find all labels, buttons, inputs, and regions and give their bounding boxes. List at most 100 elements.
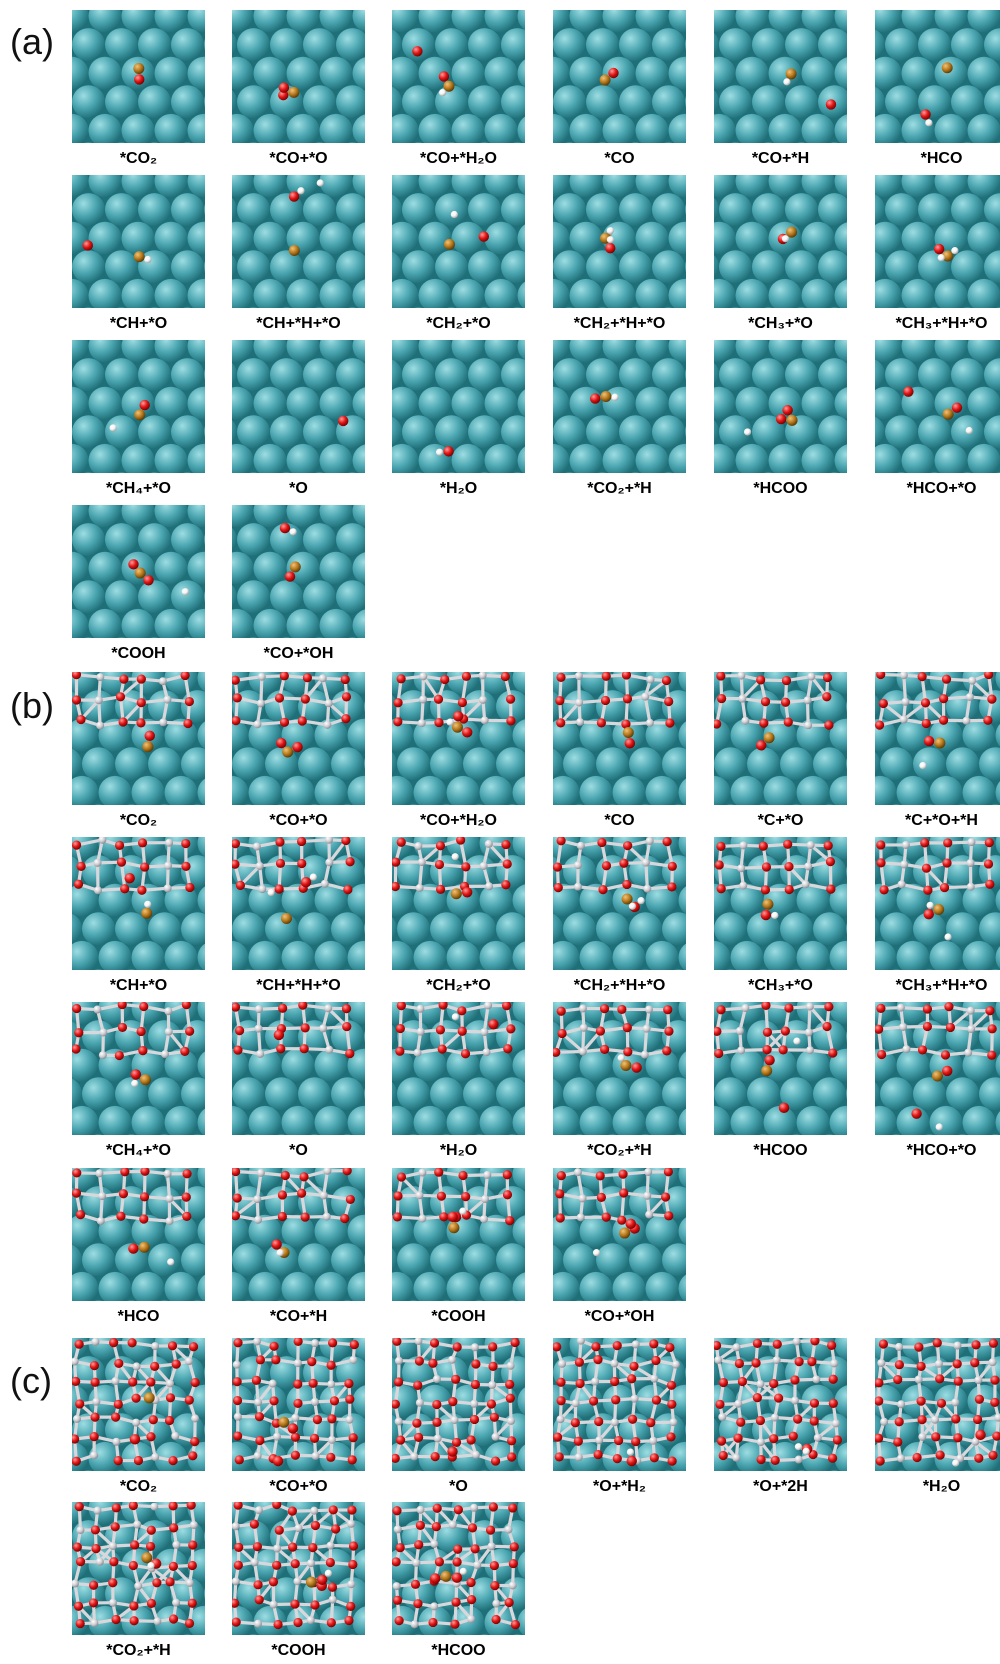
configuration-caption: *CH+*H+*O bbox=[256, 977, 341, 994]
configuration-caption: *CO₂+*H bbox=[587, 480, 652, 497]
configuration-image bbox=[392, 1168, 525, 1301]
configuration-image bbox=[72, 340, 205, 473]
configuration-image bbox=[232, 10, 365, 143]
configuration-caption: *HCOO bbox=[431, 1642, 486, 1659]
configuration-caption: *CO₂+*H bbox=[106, 1642, 171, 1659]
configuration-image bbox=[875, 10, 1000, 143]
adsorbate-molecules bbox=[128, 559, 189, 596]
configuration-caption: *HCO bbox=[117, 1308, 160, 1325]
configuration-image bbox=[714, 1002, 847, 1135]
configuration-caption: *O bbox=[449, 1478, 468, 1495]
configuration-caption: *CO+*H₂O bbox=[420, 150, 497, 167]
configuration-image bbox=[72, 1502, 205, 1635]
configuration-caption: *CO+*OH bbox=[584, 1308, 655, 1325]
adsorbate-molecules bbox=[271, 1239, 290, 1259]
metal-surface bbox=[232, 837, 365, 970]
metal-surface bbox=[553, 837, 686, 970]
configuration-caption: *CH+*O bbox=[109, 315, 168, 332]
configuration-image bbox=[392, 10, 525, 143]
adsorbate-molecules bbox=[447, 1446, 458, 1457]
adsorbate-molecules bbox=[923, 901, 952, 941]
configuration-image bbox=[232, 672, 365, 805]
configuration-image bbox=[553, 672, 686, 805]
metal-surface bbox=[72, 837, 205, 970]
configuration-image bbox=[72, 175, 205, 308]
configuration-caption: *CH₂+*H+*O bbox=[573, 977, 666, 994]
configuration-caption: *CO+*O bbox=[269, 1478, 328, 1495]
metal-surface bbox=[72, 1002, 205, 1135]
configuration-image bbox=[553, 175, 686, 308]
configuration-caption: *HCOO bbox=[753, 480, 808, 497]
configuration-caption: *COOH bbox=[271, 1642, 326, 1659]
configuration-caption: *CO₂ bbox=[119, 1478, 158, 1495]
configuration-caption: *CH₃+*H+*O bbox=[895, 315, 988, 332]
metal-surface bbox=[232, 340, 365, 473]
metal-surface bbox=[553, 672, 686, 805]
oxide-support bbox=[555, 672, 675, 729]
adsorbate-molecules bbox=[443, 210, 490, 250]
oxide-support bbox=[392, 1338, 520, 1466]
adsorbate-molecules bbox=[133, 62, 145, 85]
adsorbate-molecules bbox=[783, 68, 837, 110]
adsorbate-molecules bbox=[761, 1037, 801, 1114]
configuration-caption: *H₂O bbox=[439, 480, 478, 497]
configuration-image bbox=[553, 340, 686, 473]
configuration-caption: *O+*H₂ bbox=[593, 1478, 646, 1495]
oxide-support bbox=[555, 1168, 674, 1225]
configuration-caption: *HCO+*O bbox=[906, 1142, 977, 1159]
metal-surface bbox=[553, 340, 686, 473]
configuration-caption: *CO bbox=[604, 150, 635, 167]
configuration-caption: *CH₄+*O bbox=[106, 1142, 171, 1159]
adsorbate-molecules bbox=[755, 732, 775, 751]
configuration-image bbox=[392, 175, 525, 308]
configuration-image bbox=[875, 1338, 1000, 1471]
panel-label: (b) bbox=[10, 685, 54, 726]
configuration-caption: *COOH bbox=[431, 1308, 486, 1325]
oxide-support bbox=[876, 838, 995, 895]
metal-surface bbox=[875, 10, 1000, 143]
metal-surface bbox=[392, 10, 525, 143]
adsorbate-molecules bbox=[626, 1448, 637, 1467]
adsorbate-molecules bbox=[272, 1416, 299, 1467]
panel-label: (a) bbox=[10, 21, 54, 62]
adsorbate-molecules bbox=[109, 399, 150, 432]
adsorbate-molecules bbox=[760, 898, 779, 921]
adsorbate-molecules bbox=[278, 82, 300, 101]
metal-surface bbox=[72, 1168, 205, 1301]
configuration-caption: *O bbox=[289, 480, 308, 497]
metal-surface bbox=[72, 340, 205, 473]
metal-surface bbox=[875, 1002, 1000, 1135]
configuration-caption: *CH₃+*H+*O bbox=[895, 977, 988, 994]
configuration-image bbox=[392, 837, 525, 970]
adsorbate-molecules bbox=[279, 522, 301, 582]
configuration-image bbox=[714, 340, 847, 473]
metal-surface bbox=[714, 175, 847, 308]
configuration-image bbox=[714, 672, 847, 805]
configuration-caption: *CH₂+*O bbox=[426, 977, 491, 994]
configuration-image bbox=[553, 837, 686, 970]
configuration-image bbox=[392, 672, 525, 805]
oxide-support bbox=[392, 837, 512, 894]
configuration-caption: *CO+*OH bbox=[263, 645, 334, 662]
configuration-caption: *CO+*H₂O bbox=[420, 812, 497, 829]
configuration-caption: *O+*2H bbox=[753, 1478, 808, 1495]
adsorbate-molecules bbox=[911, 1065, 953, 1131]
configuration-image bbox=[232, 340, 365, 473]
oxide-support bbox=[875, 1338, 1000, 1466]
adsorbate-molecules bbox=[82, 240, 152, 264]
configuration-image bbox=[875, 175, 1000, 308]
configuration-image bbox=[875, 340, 1000, 473]
configuration-image bbox=[232, 837, 365, 970]
configuration-caption: *CO+*O bbox=[269, 812, 328, 829]
adsorbate-molecules bbox=[273, 1029, 285, 1041]
configuration-image bbox=[875, 1002, 1000, 1135]
configuration-caption: *CO+*H bbox=[269, 1308, 328, 1325]
configuration-image bbox=[392, 1002, 525, 1135]
oxide-support bbox=[714, 1338, 843, 1465]
configuration-caption: *CH₄+*O bbox=[106, 480, 171, 497]
metal-surface bbox=[392, 175, 525, 308]
configuration-image bbox=[72, 505, 205, 638]
metal-surface bbox=[72, 672, 205, 805]
oxide-support bbox=[232, 1502, 359, 1630]
configuration-image bbox=[392, 1338, 525, 1471]
